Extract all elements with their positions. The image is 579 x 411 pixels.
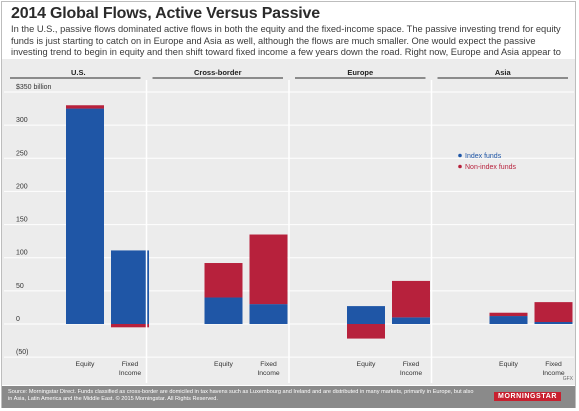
category-label: Income (400, 370, 423, 377)
non-index-bar (489, 312, 528, 317)
index-bar (534, 322, 573, 324)
index-bar (347, 306, 385, 324)
legend-label: Index funds (465, 153, 502, 160)
non-index-bar (66, 105, 104, 109)
y-tick-label: 0 (16, 316, 20, 323)
source-note: Source: Morningstar Direct. Funds classi… (8, 389, 474, 402)
category-label: Fixed (122, 361, 139, 368)
group-label: Europe (347, 68, 373, 77)
y-tick-label: 150 (16, 217, 28, 224)
category-label: Fixed (545, 361, 562, 368)
y-tick-label: 100 (16, 250, 28, 257)
index-bar (66, 108, 104, 324)
category-label: Equity (499, 361, 518, 368)
category-label: Fixed (403, 361, 420, 368)
non-index-bar (534, 302, 573, 323)
index-bar (392, 317, 430, 324)
index-bar (489, 316, 528, 324)
category-label: Equity (76, 361, 95, 368)
y-tick-label: 200 (16, 183, 28, 190)
category-label: Income (119, 370, 142, 377)
legend-label: Non-index funds (465, 164, 516, 171)
graphic-note: GFX (562, 376, 573, 382)
category-label: Income (257, 370, 280, 377)
non-index-bar (204, 263, 243, 298)
index-bar (111, 250, 149, 324)
legend-marker (458, 153, 462, 158)
non-index-bar (111, 324, 149, 328)
y-tick-label: 300 (16, 117, 28, 124)
footer: Source: Morningstar Direct. Funds classi… (2, 386, 575, 408)
non-index-bar (392, 280, 430, 318)
category-label: Equity (357, 361, 376, 368)
index-bar (249, 304, 288, 324)
category-label: Equity (214, 361, 233, 368)
non-index-bar (249, 234, 288, 305)
y-tick-label: 50 (16, 283, 24, 290)
morningstar-logo: MORNINGSTAR (494, 392, 561, 401)
y-tick-label: 250 (16, 150, 28, 157)
chart-title: 2014 Global Flows, Active Versus Passive (11, 5, 320, 22)
non-index-bar (347, 324, 385, 339)
group-label: U.S. (71, 68, 86, 77)
index-bar (204, 297, 243, 324)
category-label: Income (542, 370, 565, 377)
category-label: Fixed (260, 361, 277, 368)
y-tick-label: $350 billion (16, 84, 52, 91)
legend-marker (458, 164, 462, 169)
y-tick-label: (50) (16, 349, 28, 356)
group-label: Asia (495, 68, 512, 77)
group-label: Cross-border (194, 68, 242, 77)
